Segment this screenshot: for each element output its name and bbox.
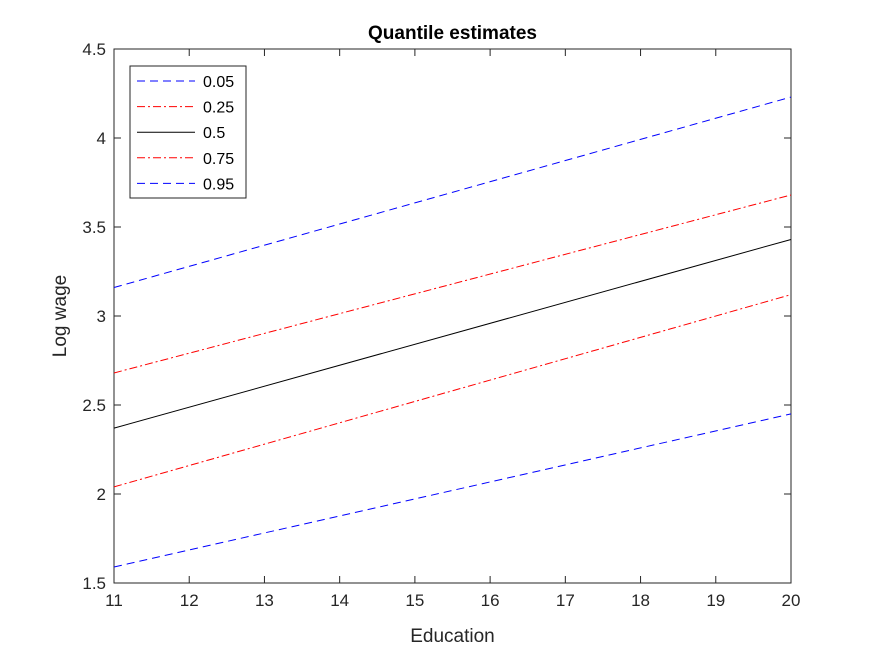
x-tick-label: 17 <box>556 591 575 610</box>
x-axis-ticks: 11 12 13 14 15 16 17 18 19 20 <box>105 49 800 610</box>
y-tick-label: 2.5 <box>82 396 106 415</box>
x-tick-label: 15 <box>405 591 424 610</box>
legend-label-2: 0.5 <box>203 125 225 142</box>
legend-label-0: 0.05 <box>203 74 234 91</box>
legend-label-1: 0.25 <box>203 100 234 117</box>
y-tick-label: 2 <box>97 485 106 504</box>
chart-title: Quantile estimates <box>368 23 537 44</box>
y-axis-title: Log wage <box>50 275 71 357</box>
series-line-3 <box>113 194 792 374</box>
series-line-2 <box>113 238 792 429</box>
x-tick-label: 11 <box>105 591 123 610</box>
y-tick-label: 3.5 <box>82 218 106 237</box>
series-line-0 <box>113 413 792 568</box>
y-tick-label: 4.5 <box>82 40 106 59</box>
legend-label-4: 0.95 <box>203 176 234 193</box>
x-tick-label: 12 <box>180 591 199 610</box>
legend-label-3: 0.75 <box>203 151 234 168</box>
series-line-4 <box>113 96 792 289</box>
x-tick-label: 13 <box>255 591 274 610</box>
legend: 0.05 0.25 0.5 0.75 0.95 <box>129 65 247 199</box>
x-tick-label: 14 <box>330 591 349 610</box>
series-layer <box>113 96 792 568</box>
x-axis-title: Education <box>410 626 495 647</box>
plot-area: 11 12 13 14 15 16 17 18 19 20 1.5 2 2.5 3 3.5 4 4.5 0.0… <box>82 40 800 610</box>
x-tick-label: 16 <box>481 591 500 610</box>
y-tick-label: 4 <box>97 129 106 148</box>
x-tick-label: 18 <box>631 591 650 610</box>
y-tick-label: 3 <box>97 307 106 326</box>
x-tick-label: 19 <box>706 591 725 610</box>
x-tick-label: 20 <box>782 591 801 610</box>
series-line-1 <box>113 294 792 488</box>
y-axis-ticks: 1.5 2 2.5 3 3.5 4 4.5 <box>82 40 791 593</box>
y-tick-label: 1.5 <box>82 574 106 593</box>
